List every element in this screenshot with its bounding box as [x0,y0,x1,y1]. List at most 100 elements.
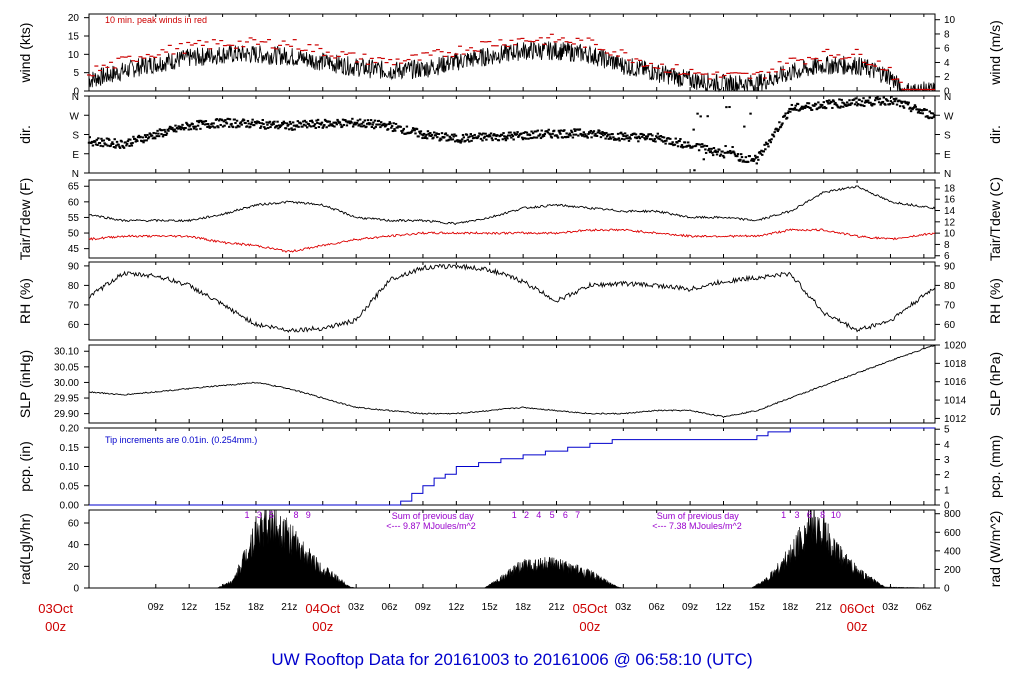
direction-point [459,141,462,144]
direction-point [930,117,934,120]
direction-point [353,121,356,124]
direction-point [187,128,190,131]
direction-point [859,104,863,107]
direction-point [273,120,276,123]
direction-point [702,158,705,161]
y-tick-label-right: 1016 [944,377,967,388]
direction-point [807,105,810,108]
direction-point [487,135,490,138]
direction-point [700,145,703,148]
direction-point [383,122,386,125]
direction-point [510,133,514,136]
direction-point [713,150,716,153]
direction-point [916,111,920,114]
direction-point [180,126,183,129]
direction-point [602,131,606,134]
direction-point [856,104,859,107]
direction-point [252,124,256,127]
direction-point [107,137,110,140]
direction-point [238,122,242,125]
y-axis-label: Tair/Tdew (F) [17,178,33,260]
direction-point [482,136,486,139]
direction-point [410,130,413,133]
y-tick-label: 0.00 [60,501,80,512]
direction-point [800,105,804,108]
x-tick-label: 03z [882,602,898,613]
direction-point [370,125,374,128]
direction-point [195,128,198,131]
y-tick-label-right: 0 [944,87,950,98]
direction-point [139,135,142,138]
direction-point [852,98,856,101]
direction-point [710,147,713,150]
y-tick-label: 45 [68,244,80,255]
y-axis-label-right: Tair/Tdew (C) [987,177,1003,261]
direction-point [490,137,494,140]
direction-point [588,131,592,134]
direction-point [687,141,690,144]
direction-point [754,154,757,157]
y-tick-label: 60 [68,197,80,208]
direction-point [761,153,764,156]
direction-point [874,99,877,102]
y-tick-label-right: 4 [944,58,950,69]
direction-point [277,127,280,130]
direction-point [680,145,683,148]
direction-point [224,119,227,122]
day-z-label: 00z [45,619,66,634]
direction-point [680,144,684,147]
direction-point [697,149,701,152]
direction-point [557,129,561,132]
direction-point [751,158,755,161]
direction-point [313,123,317,126]
direction-point [533,130,536,133]
direction-point [902,105,905,108]
direction-point [331,124,335,127]
y-tick-label: 70 [68,300,80,311]
direction-point [889,100,893,103]
y-tick-label: S [72,131,79,142]
series-slp [88,344,936,419]
direction-point [569,134,572,137]
direction-point [692,128,695,131]
direction-point [899,100,903,103]
direction-point [219,123,222,126]
direction-point [118,145,121,148]
direction-point [179,128,183,131]
direction-point [164,133,168,136]
direction-point [429,132,432,135]
direction-point [196,124,200,127]
direction-point [414,132,417,135]
direction-point [399,125,402,128]
direction-point [327,124,331,127]
direction-point [466,138,469,141]
direction-point [595,134,599,137]
direction-point [96,144,99,147]
direction-point [617,137,621,140]
y-axis-label: RH (%) [17,278,33,324]
direction-point [200,119,203,122]
direction-point [405,125,409,128]
direction-point [788,107,791,110]
direction-point [739,158,742,161]
direction-point [168,127,171,130]
direction-point [873,103,876,106]
direction-point [369,122,372,125]
direction-point [845,101,849,104]
direction-point [623,132,627,135]
direction-point [600,132,603,135]
direction-point [461,133,465,136]
direction-point [142,141,145,144]
direction-point [120,140,123,143]
direction-point [502,132,505,135]
y-tick-label: 0 [73,584,79,595]
direction-point [458,139,462,142]
direction-point [813,104,816,107]
direction-point [163,128,166,131]
direction-point [335,123,338,126]
direction-point [365,125,368,128]
direction-point [161,135,165,138]
direction-point [500,133,504,136]
direction-point [628,136,631,139]
direction-point [642,134,645,137]
